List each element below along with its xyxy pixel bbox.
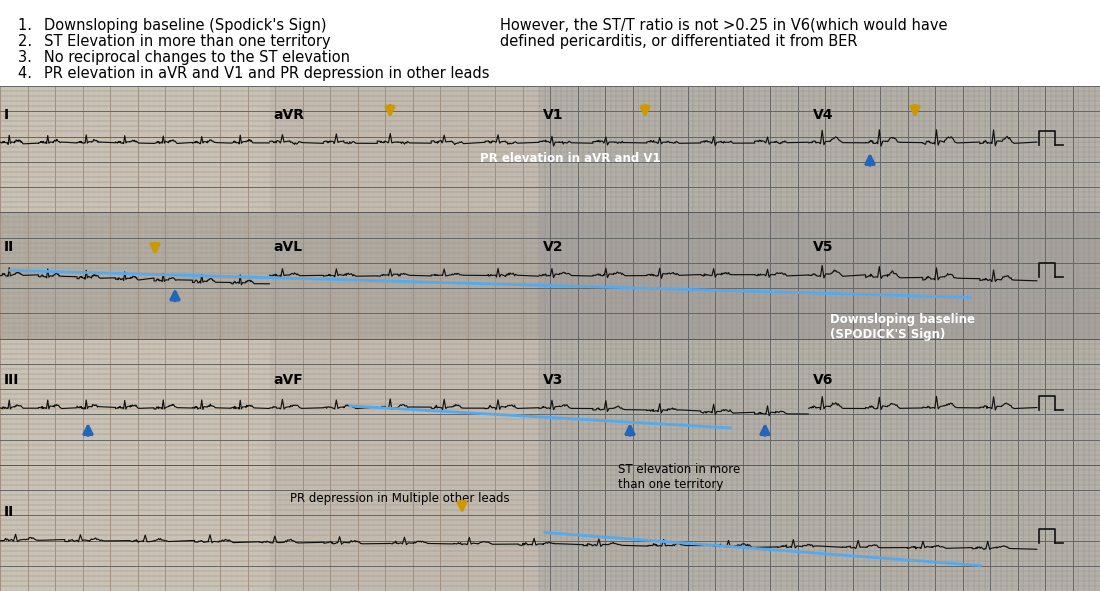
Text: V1: V1 [543, 108, 563, 122]
Text: 2.  ST Elevation in more than one territory: 2. ST Elevation in more than one territo… [18, 34, 331, 49]
Text: V3: V3 [543, 373, 563, 387]
Text: aVL: aVL [274, 241, 302, 254]
Text: I: I [4, 108, 9, 122]
Text: PR depression in Multiple other leads: PR depression in Multiple other leads [290, 492, 509, 505]
Bar [0, 86, 1100, 212]
Bar [270, 86, 539, 591]
Bar [0, 212, 1100, 339]
Text: III: III [4, 373, 20, 387]
Bar [0, 465, 1100, 591]
Text: V5: V5 [813, 241, 833, 254]
Text: aVF: aVF [274, 373, 304, 387]
Text: ST elevation in more
than one territory: ST elevation in more than one territory [618, 463, 740, 491]
Bar [0, 339, 1100, 465]
Bar [539, 86, 1100, 591]
Text: 3.  No reciprocal changes to the ST elevation: 3. No reciprocal changes to the ST eleva… [18, 50, 350, 65]
Text: However, the ST/T ratio is not >0.25 in V6(which would have: However, the ST/T ratio is not >0.25 in … [500, 18, 947, 33]
Text: defined pericarditis, or differentiated it from BER: defined pericarditis, or differentiated … [500, 34, 858, 49]
Text: II: II [4, 505, 14, 519]
Text: II: II [4, 241, 14, 254]
Text: 1.  Downsloping baseline (Spodick's Sign): 1. Downsloping baseline (Spodick's Sign) [18, 18, 327, 33]
Text: Downsloping baseline
(SPODICK'S Sign): Downsloping baseline (SPODICK'S Sign) [830, 313, 975, 342]
Text: V4: V4 [813, 108, 833, 122]
Text: V6: V6 [813, 373, 833, 387]
Text: aVR: aVR [274, 108, 305, 122]
Text: V2: V2 [543, 241, 563, 254]
Text: 4.  PR elevation in aVR and V1 and PR depression in other leads: 4. PR elevation in aVR and V1 and PR dep… [18, 66, 490, 81]
Text: PR elevation in aVR and V1: PR elevation in aVR and V1 [480, 152, 661, 165]
